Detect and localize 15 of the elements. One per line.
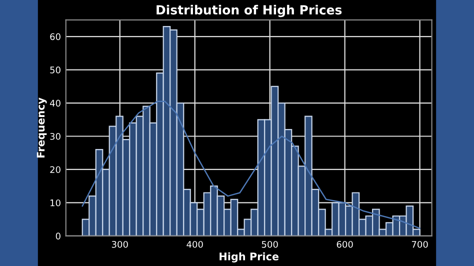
chart-title: Distribution of High Prices — [156, 4, 342, 18]
y-axis-title: Frequency — [36, 98, 47, 158]
x-tick-label: 600 — [336, 240, 353, 248]
y-tick-label: 40 — [50, 100, 60, 107]
x-tick-label: 500 — [262, 240, 278, 248]
y-tick-label: 30 — [50, 132, 60, 140]
y-tick-label: 50 — [50, 66, 60, 74]
y-tick-label: 20 — [50, 166, 60, 174]
y-tick-label: 10 — [50, 199, 60, 206]
x-tick-label: 400 — [186, 240, 203, 248]
x-axis-title: High Price — [220, 252, 279, 262]
x-tick-label: 300 — [112, 240, 128, 248]
y-tick-label: 60 — [50, 33, 60, 40]
x-tick-label: 700 — [412, 240, 428, 248]
y-tick-label: 0 — [56, 232, 60, 240]
